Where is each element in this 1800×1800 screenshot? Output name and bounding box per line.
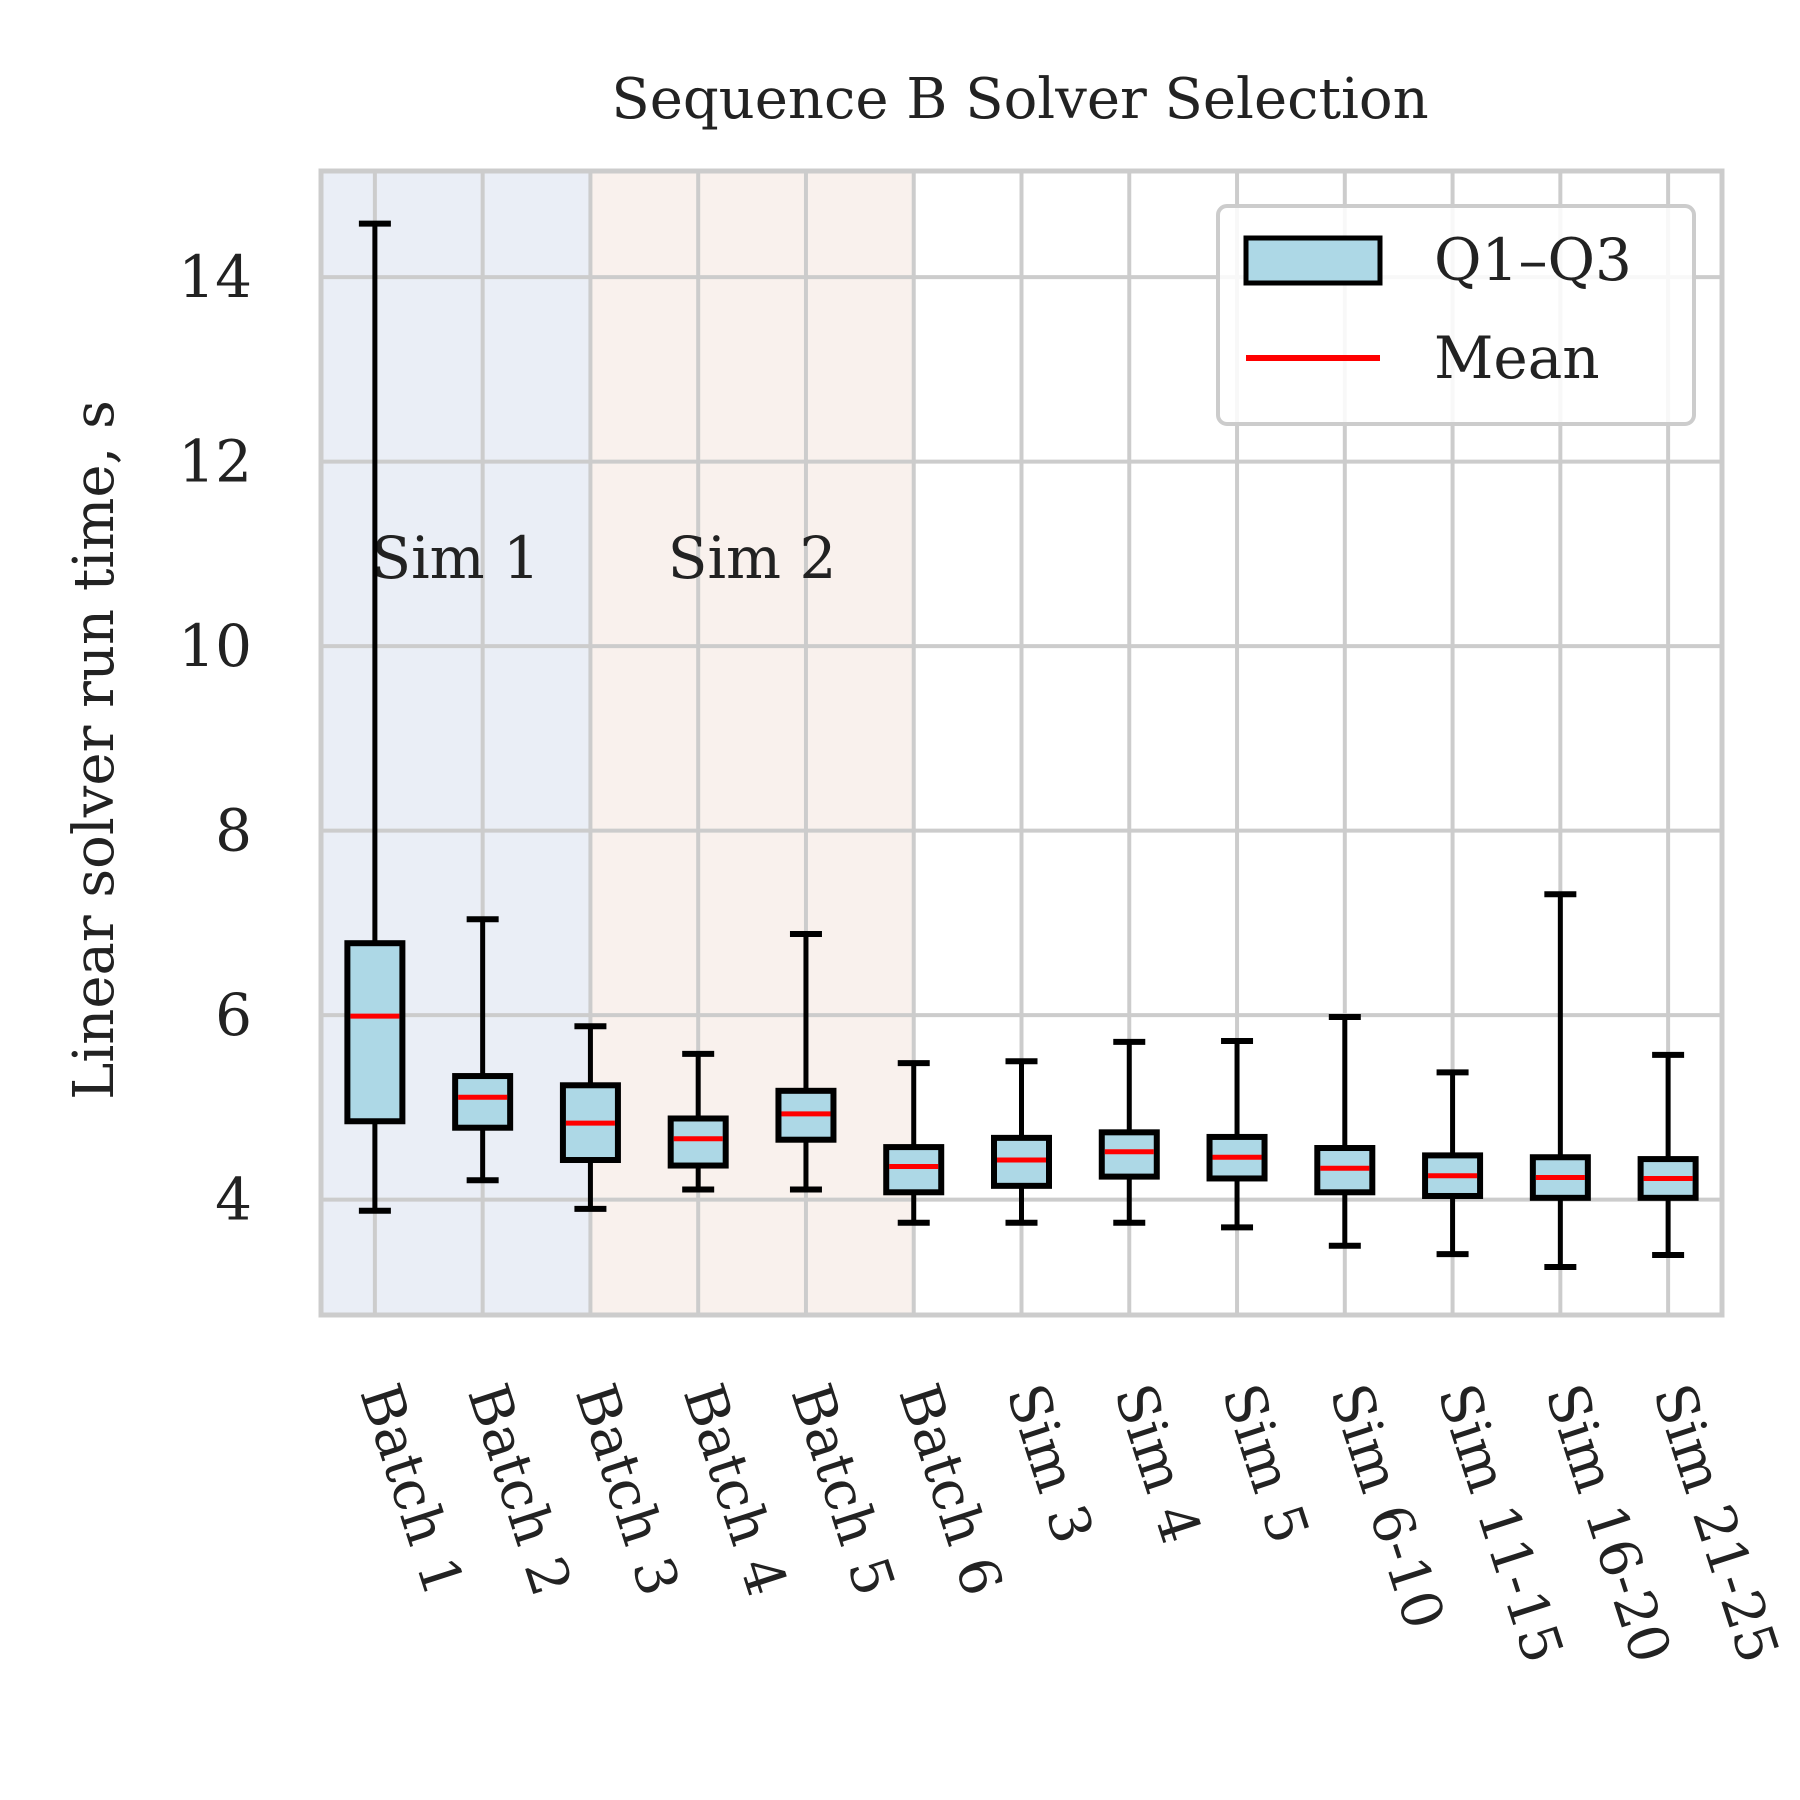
box-2 [452,916,514,1184]
box-4 [667,1050,729,1193]
box-9 [1206,1037,1268,1231]
y-tick-label: 12 [178,428,252,496]
iqr-box [452,1073,514,1131]
x-tick-label: Sim 3 [993,1376,1105,1551]
box-12 [1529,891,1591,1271]
x-tick-label: Sim 4 [1101,1376,1213,1551]
iqr-box [883,1144,945,1196]
legend-label-q1-q3: Q1–Q3 [1434,226,1632,294]
x-tick-label: Batch 4 [670,1376,799,1603]
y-tick-label: 8 [215,797,252,865]
y-tick-label: 4 [215,1166,252,1234]
box-6 [883,1060,945,1226]
x-tick-label: Sim 5 [1209,1376,1321,1551]
box-13 [1637,1051,1699,1259]
box-1 [344,220,406,1214]
box-8 [1098,1038,1160,1226]
shaded-region [590,171,914,1315]
plot-frame [318,168,1725,1318]
box-7 [991,1058,1052,1226]
box-11 [1422,1069,1484,1258]
y-axis-ticks: 4 6 8 10 12 14 [178,243,252,1234]
shaded-region [321,171,591,1315]
shaded-regions [321,171,914,1315]
x-tick-label: Batch 6 [885,1376,1014,1603]
y-tick-label: 6 [215,981,252,1049]
legend-label-mean: Mean [1434,324,1600,392]
iqr-box [1422,1152,1484,1199]
x-tick-label: Batch 2 [454,1376,583,1603]
x-tick-label: Batch 3 [562,1376,691,1603]
box-10 [1314,1014,1376,1249]
box-5 [775,930,837,1193]
box-3 [559,1023,621,1212]
region-label: Sim 2 [668,524,837,592]
legend-box-swatch [1243,235,1383,286]
y-tick-label: 14 [178,243,252,311]
iqr-box [344,940,406,1125]
y-tick-label: 10 [178,612,252,680]
x-tick-label: Batch 5 [778,1376,907,1603]
chart-title: Sequence B Solver Selection [611,67,1428,132]
region-label: Sim 1 [371,524,540,592]
box-series [344,220,1699,1271]
iqr-box [667,1115,729,1169]
x-tick-label: Batch 1 [347,1376,476,1603]
region-labels: Sim 1 Sim 2 [371,524,836,592]
iqr-box [1098,1129,1160,1180]
y-axis-label: Linear solver run time, s [62,400,127,1100]
legend: Q1–Q3 Mean [1216,204,1696,426]
